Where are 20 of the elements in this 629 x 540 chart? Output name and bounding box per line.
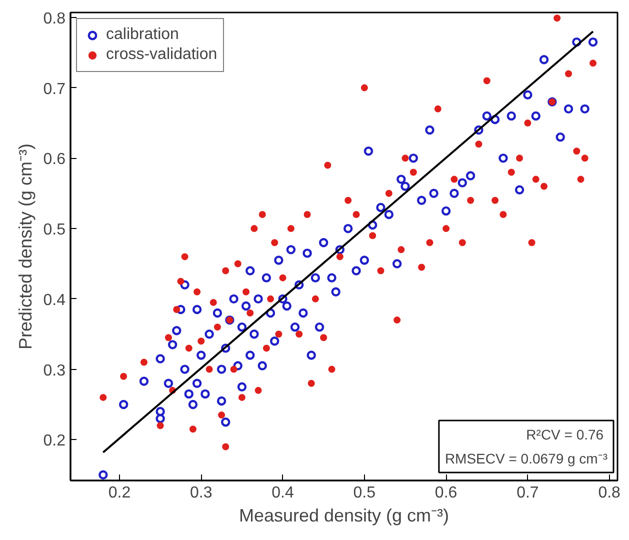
y-tick-label: 0.5	[43, 222, 66, 239]
y-tick-label: 0.2	[43, 432, 66, 450]
x-axis-title: Measured density (g cm⁻³)	[238, 506, 450, 526]
y-tick-label: 0.4	[43, 292, 66, 309]
y-tick-label: 0.8	[43, 10, 66, 28]
y-axis-title: Predicted density (g cm⁻³)	[15, 143, 36, 350]
x-tick-label: 0.4	[272, 484, 294, 502]
y-tick-label: 0.6	[43, 151, 66, 168]
legend-label: cross-validation	[106, 46, 218, 64]
legend-label: calibration	[106, 26, 179, 44]
annotation: RMSECV = 0.0679 g cm⁻³	[444, 450, 608, 466]
annotation: R²CV = 0.76	[526, 426, 604, 442]
x-tick-label: 0.6	[434, 484, 458, 502]
y-tick-label: 0.7	[43, 80, 66, 98]
x-tick-label: 0.8	[598, 484, 621, 502]
x-tick-label: 0.5	[353, 484, 376, 502]
x-tick-label: 0.2	[108, 484, 131, 502]
y-tick-label: 0.3	[43, 362, 66, 380]
x-tick-label: 0.3	[190, 484, 212, 502]
x-tick-label: 0.7	[516, 484, 539, 502]
